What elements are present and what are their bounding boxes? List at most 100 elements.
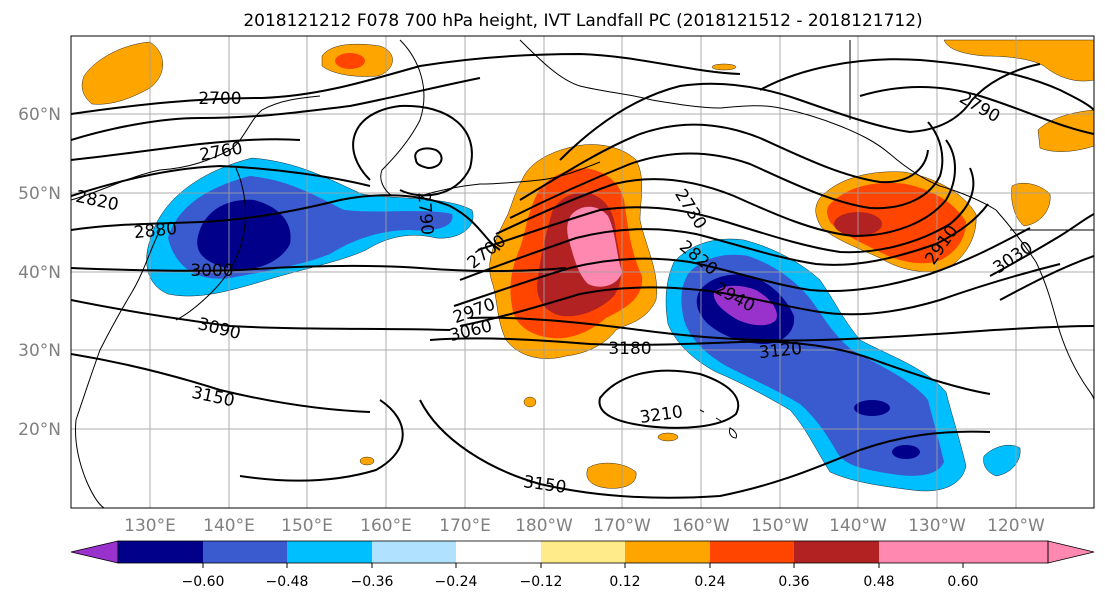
longitude-label: 150°E: [281, 516, 333, 536]
longitude-label: 130°E: [124, 516, 176, 536]
contour-3000: [71, 264, 567, 272]
contour-2880: [71, 194, 501, 251]
longitude-label: 160°W: [672, 516, 730, 536]
ivt-negative-region-east-4: [713, 285, 777, 326]
contour-inner-low: [519, 123, 929, 201]
contour-3150-west: [71, 353, 371, 413]
contour-2730: [495, 139, 956, 238]
ivt-negative-blob-3: [983, 445, 1021, 477]
latitude-label: 20°N: [18, 420, 61, 440]
longitude-label: 120°W: [987, 516, 1045, 536]
ivt-positive-patch-ne: [943, 39, 1094, 82]
contour-2910: [459, 203, 989, 281]
contour-3030: [989, 213, 1094, 277]
ivt-positive-patch-dot-1: [523, 396, 537, 408]
latitude-label: 60°N: [18, 105, 61, 125]
coastline-alaska: [519, 39, 997, 211]
colorbar-tick-label: −0.48: [266, 574, 309, 590]
ivt-positive-patch-ne-2: [1037, 109, 1094, 152]
colorbar-tick-label: 0.12: [609, 574, 640, 590]
contour-3180: [429, 337, 991, 395]
contour-3090: [71, 299, 451, 331]
contour-east-2: [759, 58, 1094, 111]
ivt-positive-region-gulf-2: [827, 182, 966, 264]
longitude-label: 130°W: [908, 516, 966, 536]
colorbar-bin: [625, 541, 710, 563]
colorbar-bin: [203, 541, 287, 563]
contour-2700-west: [71, 52, 741, 115]
contour-2700-mid: [509, 121, 944, 219]
contour-southern-loop: [239, 399, 404, 482]
longitude-label: 150°W: [751, 516, 809, 536]
longitude-labels: 130°E 140°E 150°E 160°E 170°E 180°W 170°…: [124, 516, 1045, 536]
colorbar-bin: [456, 541, 541, 563]
longitude-label: 170°W: [593, 516, 651, 536]
coastline-japan: [175, 167, 247, 321]
colorbar-bin: [710, 541, 794, 563]
colorbar-tick-label: −0.12: [520, 574, 563, 590]
colorbar-tick-label: −0.60: [182, 574, 225, 590]
colorbar-tick-label: 0.24: [694, 574, 725, 590]
ivt-positive-region-dateline-4: [567, 206, 622, 287]
ivt-negative-blob-2: [892, 445, 920, 459]
longitude-label: 170°E: [439, 516, 491, 536]
colorbar-tick-label: 0.60: [947, 574, 978, 590]
height-contours: [71, 52, 1094, 499]
contour-3150-south: [419, 399, 991, 499]
colorbar-bin: [963, 541, 1048, 563]
ivt-positive-patch-north-2: [335, 53, 365, 69]
colorbar-extend-high: [1047, 540, 1095, 564]
ivt-positive-patch-dot-4: [711, 63, 737, 71]
map-frame: [70, 35, 1095, 509]
contour-label: 3180: [608, 339, 651, 359]
colorbar-bin: [541, 541, 625, 563]
contour-upper-ridge: [559, 63, 1041, 161]
contour-label: 2790: [413, 191, 437, 236]
latitude-labels: 20°N 30°N 40°N 50°N 60°N: [18, 105, 61, 440]
contour-2790: [859, 86, 1094, 135]
longitude-label: 180°W: [515, 516, 573, 536]
contour-3060: [459, 263, 1061, 327]
coastline-kamchatka: [380, 39, 425, 197]
ivt-negative-blob-1: [854, 400, 890, 416]
colorbar: −0.60 −0.48 −0.36 −0.24 −0.12 0.12 0.24 …: [70, 540, 1095, 590]
latitude-label: 40°N: [18, 263, 61, 283]
gridlines: [71, 36, 1094, 508]
colorbar-frame: [117, 540, 1049, 564]
coastline-korea-china: [75, 229, 161, 508]
coastline-hawaii: [699, 409, 737, 439]
contour-3210: [598, 369, 740, 429]
contour-3120: [469, 316, 1094, 342]
colorbar-tick-label: 0.36: [778, 574, 809, 590]
colorbar-ticks: [202, 563, 964, 568]
contour-2760: [71, 138, 301, 161]
contour-2970: [453, 227, 1031, 307]
contour-label: 3120: [758, 339, 803, 363]
colorbar-tick-label: −0.36: [351, 574, 394, 590]
colorbar-bin: [794, 541, 879, 563]
colorbar-tick-label: 0.48: [863, 574, 894, 590]
longitude-label: 140°W: [829, 516, 887, 536]
map-panel: 2700 2760 2820 2880 3000 3090 3150 2790 …: [18, 35, 1095, 536]
contour-north-1: [71, 77, 481, 141]
colorbar-bin: [879, 541, 963, 563]
colorbar-bin: [287, 541, 372, 563]
contour-2820-east: [477, 167, 975, 254]
colorbar-bin: [372, 541, 456, 563]
ivt-positive-patch-dot-2: [657, 432, 679, 442]
ivt-positive-patch-south: [586, 462, 637, 489]
colorbar-bin-first: [118, 541, 203, 563]
contour-label: 2700: [198, 89, 241, 109]
colorbar-extend-low: [70, 540, 119, 564]
longitude-label: 160°E: [360, 516, 412, 536]
colorbar-tick-label: −0.24: [435, 574, 478, 590]
contour-label: 2880: [133, 219, 178, 243]
contour-label: 3000: [190, 261, 233, 281]
ivt-positive-patch-dot-3: [359, 456, 375, 466]
contour-2820: [71, 164, 371, 197]
contour-small-low: [414, 147, 443, 170]
ivt-positive-patch-bc: [1011, 183, 1051, 227]
border-canada: [849, 40, 1094, 231]
contour-north-loop: [352, 104, 473, 197]
